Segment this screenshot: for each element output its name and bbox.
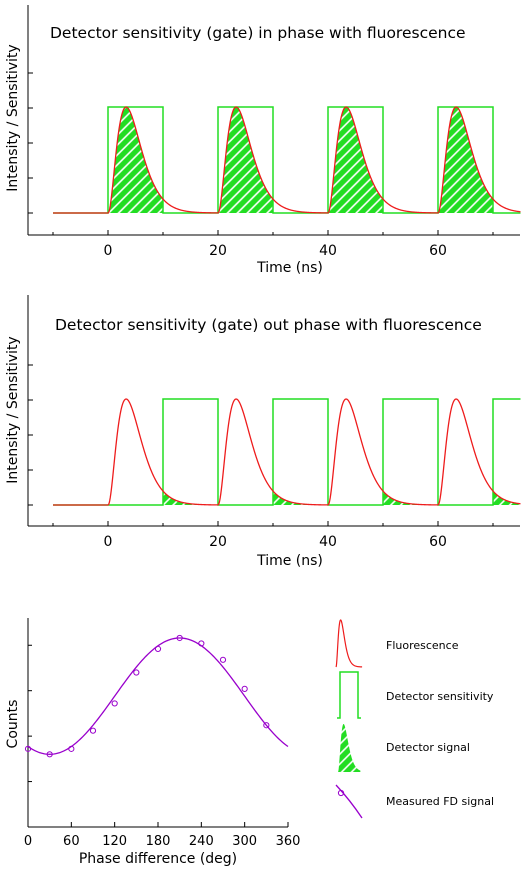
x-ticks: 0 20 40 60 xyxy=(52,230,494,259)
detector-signal-area xyxy=(493,491,521,505)
fluorescence-icon xyxy=(335,619,363,668)
fd-data-point xyxy=(154,645,162,652)
fluorescence-line xyxy=(53,398,521,506)
fluorescence-line xyxy=(53,106,521,214)
fd-signal-icon xyxy=(335,784,363,819)
x-tick-label: 0 xyxy=(104,243,113,259)
detector-signal-area xyxy=(218,106,273,213)
detector-signal-area xyxy=(273,491,328,505)
x-tick-label: 40 xyxy=(319,534,337,550)
legend-signal: Detector signal xyxy=(338,724,470,772)
gate-line xyxy=(53,398,521,506)
x-tick-label: 120 xyxy=(102,834,127,849)
x-tick-label: 0 xyxy=(24,834,32,849)
fd-marker-icon xyxy=(337,789,345,797)
fd-data-point xyxy=(46,751,53,758)
y-ticks xyxy=(28,364,33,506)
fd-signal-curve xyxy=(27,637,289,755)
x-axis-label: Phase difference (deg) xyxy=(79,851,237,867)
y-ticks xyxy=(28,644,32,783)
x-tick-label: 180 xyxy=(146,834,171,849)
x-tick-label: 20 xyxy=(209,243,227,259)
fd-data-point xyxy=(133,669,140,676)
legend-fluorescence-label: Fluorescence xyxy=(386,639,459,652)
fd-data-point xyxy=(24,745,32,752)
x-tick-label: 60 xyxy=(429,243,447,259)
x-tick-label: 60 xyxy=(63,834,80,849)
detector-signal-area xyxy=(438,106,493,213)
middle-panel: 0 20 40 60 Detector sensitivity (gate) out … xyxy=(5,295,521,569)
x-axis-label: Time (ns) xyxy=(256,260,323,276)
detector-signal-area xyxy=(108,107,163,213)
fd-data-point xyxy=(241,685,248,692)
legend: Fluorescence Detector sensitivity Detect… xyxy=(335,619,494,819)
fd-signal-points xyxy=(24,634,270,758)
gate-line xyxy=(53,106,521,214)
x-tick-label: 60 xyxy=(429,534,447,550)
detector-signal-area xyxy=(383,491,438,505)
x-tick-label: 20 xyxy=(209,534,227,550)
detector-signal-hatch-areas xyxy=(163,491,521,505)
legend-signal-label: Detector signal xyxy=(386,741,470,754)
fd-data-point xyxy=(198,640,205,647)
x-tick-label: 0 xyxy=(104,534,113,550)
y-axis-label: Intensity / Sensitivity xyxy=(5,44,21,191)
detector-signal-area xyxy=(163,491,218,505)
detector-signal-hatch-areas xyxy=(108,106,493,213)
legend-fluorescence: Fluorescence xyxy=(335,619,459,668)
panel-title: Detector sensitivity (gate) in phase wit… xyxy=(50,24,466,42)
fd-data-point xyxy=(176,634,183,642)
fd-data-point xyxy=(263,722,270,729)
y-ticks xyxy=(28,72,33,214)
x-ticks: 0 20 40 60 xyxy=(52,521,494,550)
fd-data-point xyxy=(68,745,75,752)
legend-fd: Measured FD signal xyxy=(335,784,494,819)
fd-data-point xyxy=(89,727,97,734)
top-panel: 0 20 40 60 Detector sensitivity (gate) in p… xyxy=(5,5,521,276)
x-tick-label: 240 xyxy=(189,834,214,849)
legend-gate: Detector sensitivity xyxy=(337,671,494,719)
legend-gate-label: Detector sensitivity xyxy=(386,690,494,703)
y-axis-label: Counts xyxy=(5,700,21,749)
y-axis-label: Intensity / Sensitivity xyxy=(5,336,21,483)
x-axis-label: Time (ns) xyxy=(256,553,323,569)
hatched-signal-icon xyxy=(338,724,361,772)
x-ticks: 0 60 120 180 240 300 360 xyxy=(24,822,301,849)
detector-signal-area xyxy=(328,106,383,213)
gate-icon xyxy=(337,671,361,719)
x-tick-label: 360 xyxy=(276,834,301,849)
panel-title: Detector sensitivity (gate) out phase wi… xyxy=(55,316,482,334)
fd-data-point xyxy=(219,656,227,663)
bottom-panel: 0 60 120 180 240 300 360 Phase difference (deg… xyxy=(5,618,300,867)
legend-fd-label: Measured FD signal xyxy=(386,795,494,808)
x-tick-label: 40 xyxy=(319,243,337,259)
fd-data-point xyxy=(111,700,118,707)
x-tick-label: 300 xyxy=(232,834,257,849)
